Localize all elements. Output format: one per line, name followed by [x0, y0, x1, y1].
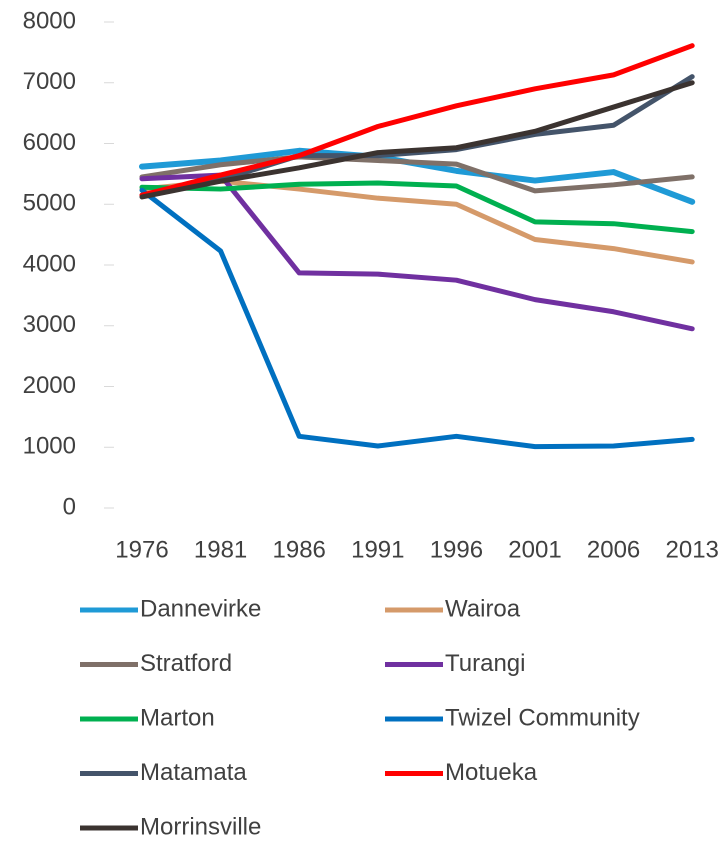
series-line — [139, 187, 695, 450]
y-tick-label: 2000 — [23, 372, 76, 399]
legend-label: Marton — [140, 704, 215, 731]
y-tick-label: 0 — [63, 493, 76, 520]
x-tick-label: 1986 — [273, 536, 326, 563]
series-line — [139, 180, 695, 235]
series-line — [139, 74, 695, 198]
legend-label: Dannevirke — [140, 595, 261, 622]
x-tick-label: 2001 — [508, 536, 561, 563]
series-line — [139, 43, 695, 198]
legend-label: Turangi — [445, 650, 525, 677]
y-tick-label: 8000 — [23, 7, 76, 34]
x-tick-label: 1996 — [430, 536, 483, 563]
legend-label: Matamata — [140, 759, 247, 786]
legend-label: Wairoa — [445, 595, 521, 622]
legend-label: Morrinsville — [140, 813, 261, 840]
y-tick-label: 4000 — [23, 250, 76, 277]
legend-label: Stratford — [140, 650, 232, 677]
x-tick-label: 2006 — [587, 536, 640, 563]
legend-label: Twizel Community — [445, 704, 640, 731]
legend-label: Motueka — [445, 759, 538, 786]
y-tick-label: 7000 — [23, 68, 76, 95]
y-tick-label: 5000 — [23, 190, 76, 217]
series-line — [139, 80, 695, 200]
y-tick-label: 6000 — [23, 129, 76, 156]
y-tick-label: 1000 — [23, 433, 76, 460]
series-line — [139, 178, 695, 265]
x-tick-label: 1991 — [351, 536, 404, 563]
series-line — [139, 154, 695, 194]
series-line — [139, 172, 695, 332]
x-tick-label: 1976 — [115, 536, 168, 563]
x-tick-label: 1981 — [194, 536, 247, 563]
y-tick-label: 3000 — [23, 311, 76, 338]
x-tick-label: 2013 — [666, 536, 719, 563]
